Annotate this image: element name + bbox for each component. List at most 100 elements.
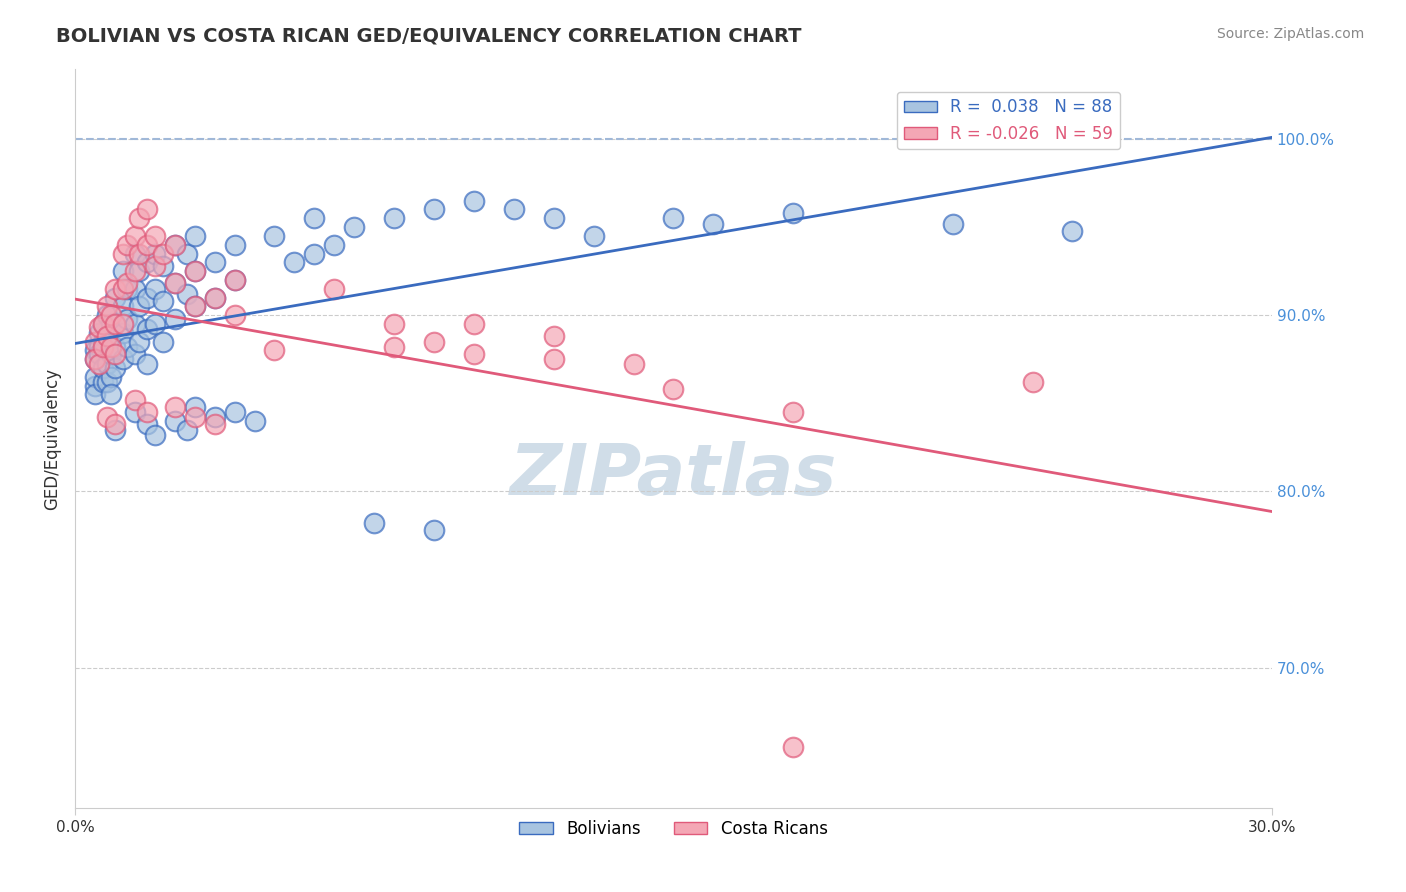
Costa Ricans <box>204 291 226 305</box>
Bolivians <box>163 237 186 252</box>
Bolivians <box>128 264 150 278</box>
Costa Ricans <box>104 347 127 361</box>
Costa Ricans <box>91 340 114 354</box>
Costa Ricans <box>100 308 122 322</box>
Bolivians <box>96 308 118 322</box>
Bolivians <box>283 255 305 269</box>
Bolivians <box>204 291 226 305</box>
Bolivians <box>96 329 118 343</box>
Costa Ricans <box>163 277 186 291</box>
Bolivians <box>115 340 138 354</box>
Costa Ricans <box>124 392 146 407</box>
Costa Ricans <box>224 273 246 287</box>
Bolivians <box>304 211 326 226</box>
Bolivians <box>104 291 127 305</box>
Bolivians <box>84 387 107 401</box>
Costa Ricans <box>382 317 405 331</box>
Costa Ricans <box>183 299 205 313</box>
Costa Ricans <box>91 317 114 331</box>
Bolivians <box>323 237 346 252</box>
Bolivians <box>124 405 146 419</box>
Bolivians <box>115 282 138 296</box>
Costa Ricans <box>263 343 285 358</box>
Y-axis label: GED/Equivalency: GED/Equivalency <box>44 368 60 509</box>
Costa Ricans <box>183 410 205 425</box>
Costa Ricans <box>84 334 107 349</box>
Bolivians <box>1062 224 1084 238</box>
Costa Ricans <box>111 282 134 296</box>
Bolivians <box>143 317 166 331</box>
Costa Ricans <box>104 317 127 331</box>
Bolivians <box>87 340 110 354</box>
Costa Ricans <box>111 246 134 260</box>
Bolivians <box>124 347 146 361</box>
Costa Ricans <box>143 259 166 273</box>
Bolivians <box>124 246 146 260</box>
Bolivians <box>176 287 198 301</box>
Bolivians <box>104 361 127 376</box>
Costa Ricans <box>100 340 122 354</box>
Bolivians <box>143 282 166 296</box>
Legend: Bolivians, Costa Ricans: Bolivians, Costa Ricans <box>513 814 834 845</box>
Bolivians <box>91 334 114 349</box>
Costa Ricans <box>96 329 118 343</box>
Bolivians <box>87 326 110 340</box>
Costa Ricans <box>135 405 157 419</box>
Bolivians <box>782 206 804 220</box>
Bolivians <box>104 423 127 437</box>
Costa Ricans <box>662 382 685 396</box>
Costa Ricans <box>782 739 804 754</box>
Bolivians <box>543 211 565 226</box>
Costa Ricans <box>1021 375 1043 389</box>
Bolivians <box>163 311 186 326</box>
Bolivians <box>183 400 205 414</box>
Bolivians <box>100 347 122 361</box>
Bolivians <box>143 246 166 260</box>
Bolivians <box>91 317 114 331</box>
Bolivians <box>135 291 157 305</box>
Bolivians <box>124 317 146 331</box>
Bolivians <box>263 228 285 243</box>
Bolivians <box>183 228 205 243</box>
Bolivians <box>183 299 205 313</box>
Bolivians <box>382 211 405 226</box>
Text: ZIPatlas: ZIPatlas <box>510 441 837 510</box>
Bolivians <box>463 194 485 208</box>
Bolivians <box>84 352 107 367</box>
Bolivians <box>224 237 246 252</box>
Costa Ricans <box>111 317 134 331</box>
Bolivians <box>135 322 157 336</box>
Bolivians <box>84 378 107 392</box>
Costa Ricans <box>135 237 157 252</box>
Costa Ricans <box>128 211 150 226</box>
Costa Ricans <box>84 352 107 367</box>
Costa Ricans <box>87 358 110 372</box>
Costa Ricans <box>463 347 485 361</box>
Costa Ricans <box>143 228 166 243</box>
Bolivians <box>423 202 446 217</box>
Bolivians <box>104 317 127 331</box>
Costa Ricans <box>163 237 186 252</box>
Costa Ricans <box>96 410 118 425</box>
Bolivians <box>84 369 107 384</box>
Bolivians <box>204 255 226 269</box>
Bolivians <box>363 516 385 530</box>
Bolivians <box>224 405 246 419</box>
Bolivians <box>152 334 174 349</box>
Costa Ricans <box>124 228 146 243</box>
Costa Ricans <box>543 352 565 367</box>
Bolivians <box>104 340 127 354</box>
Bolivians <box>224 273 246 287</box>
Bolivians <box>135 417 157 432</box>
Bolivians <box>111 326 134 340</box>
Costa Ricans <box>463 317 485 331</box>
Costa Ricans <box>323 282 346 296</box>
Bolivians <box>100 387 122 401</box>
Bolivians <box>143 428 166 442</box>
Costa Ricans <box>115 277 138 291</box>
Bolivians <box>111 299 134 313</box>
Text: Source: ZipAtlas.com: Source: ZipAtlas.com <box>1216 27 1364 41</box>
Bolivians <box>128 334 150 349</box>
Bolivians <box>423 523 446 537</box>
Bolivians <box>91 361 114 376</box>
